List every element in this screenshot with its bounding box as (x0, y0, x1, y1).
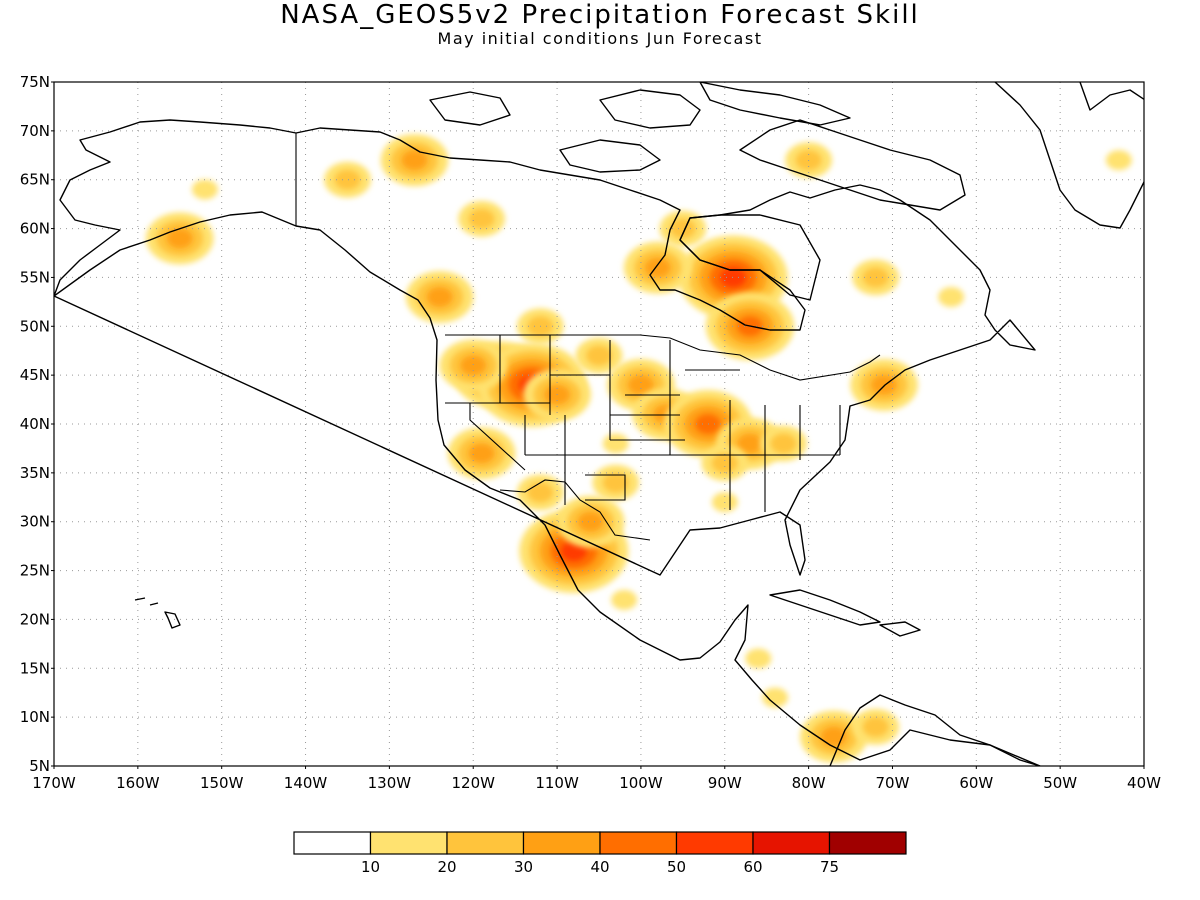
lon-tick-label: 140W (284, 774, 328, 792)
skill-contour (602, 472, 629, 493)
gridlines (54, 82, 1144, 766)
skill-contour (762, 687, 789, 708)
lon-tick-label: 130W (368, 774, 412, 792)
colorbar-swatch (599, 831, 678, 855)
colorbar-label: 40 (590, 858, 609, 876)
skill-contour (736, 433, 763, 454)
lat-tick-label: 50N (20, 317, 50, 335)
lon-tick-label: 70W (876, 774, 910, 792)
lat-tick-label: 60N (20, 220, 50, 238)
lat-tick-label: 15N (20, 659, 50, 677)
colorbar-label: 60 (743, 858, 762, 876)
us-canada-border (445, 334, 881, 381)
lat-tick-label: 20N (20, 610, 50, 628)
skill-contour (602, 433, 629, 454)
map-title: NASA_GEOS5v2 Precipitation Forecast Skil… (280, 0, 920, 30)
skill-field (145, 134, 1132, 763)
lat-tick-label: 25N (20, 562, 50, 580)
colorbar-label: 20 (437, 858, 456, 876)
lon-tick-label: 60W (959, 774, 993, 792)
colorbar-swatch (752, 831, 831, 855)
map-subtitle: May initial conditions Jun Forecast (437, 29, 763, 48)
lat-tick-label: 55N (20, 268, 50, 286)
skill-contour (334, 169, 361, 190)
latitude-axis: 75N 70N 65N 60N 55N 50N 45N 40N 35N 30N 25N 20N 15N 1… (20, 73, 54, 775)
skill-contour (166, 228, 193, 249)
skill-contour (871, 374, 898, 395)
colorbar-swatch (675, 831, 754, 855)
skill-contour (938, 286, 965, 307)
skill-contour (669, 218, 696, 239)
colorbar-swatch (369, 831, 448, 855)
state-borders (445, 335, 841, 512)
skill-contour (468, 443, 495, 464)
skill-contour (401, 150, 428, 171)
political-borders (295, 133, 881, 541)
skill-contour (611, 589, 638, 610)
lon-tick-label: 40W (1127, 774, 1161, 792)
skill-contour (426, 286, 453, 307)
lat-tick-label: 35N (20, 464, 50, 482)
baffin-island-coastline (739, 119, 966, 211)
colorbar-label: 75 (820, 858, 839, 876)
lat-tick-label: 45N (20, 366, 50, 384)
hawaii-coastline (134, 597, 181, 629)
lat-tick-label: 70N (20, 122, 50, 140)
lon-tick-label: 110W (535, 774, 579, 792)
hispaniola-coastline (879, 621, 921, 637)
plot-area (53, 81, 1145, 767)
skill-contour (468, 208, 495, 229)
colorbar: 10 20 30 40 50 60 75 (293, 831, 907, 876)
colorbar-label: 10 (361, 858, 380, 876)
cuba-coastline (769, 589, 881, 626)
lat-tick-label: 75N (20, 73, 50, 91)
plot-background (54, 82, 1144, 766)
south-america-coastline (829, 694, 1041, 766)
colorbar-swatch (293, 831, 372, 855)
lon-tick-label: 170W (32, 774, 76, 792)
lat-tick-label: 65N (20, 171, 50, 189)
skill-contour (191, 179, 218, 200)
colorbar-swatch (446, 831, 525, 855)
greenland-coastline (994, 82, 1144, 229)
skill-contour (644, 257, 671, 278)
skill-contour (627, 374, 654, 395)
lat-tick-label: 30N (20, 513, 50, 531)
skill-contour (745, 648, 772, 669)
lon-tick-label: 50W (1043, 774, 1077, 792)
skill-contour (862, 267, 889, 288)
colorbar-swatch (522, 831, 601, 855)
colorbar-label: 30 (514, 858, 533, 876)
lat-tick-label: 10N (20, 708, 50, 726)
colorbar-swatch (828, 831, 907, 855)
lon-tick-label: 90W (708, 774, 742, 792)
skill-contour (711, 453, 738, 474)
arctic-islands-coastline (429, 82, 851, 173)
lon-tick-label: 160W (116, 774, 160, 792)
lat-tick-label: 5N (29, 757, 50, 775)
lon-tick-label: 150W (200, 774, 244, 792)
skill-contour (527, 482, 554, 503)
hudson-bay-coastline (679, 214, 821, 301)
north-america-coastline (54, 119, 1041, 766)
skill-contour (770, 433, 797, 454)
longitude-axis: 170W 160W 150W 140W 130W 120W 110W 100W 90W 80W 70… (32, 766, 1161, 792)
skill-contour (1105, 150, 1132, 171)
coastlines (54, 82, 1144, 766)
skill-contour (862, 716, 889, 737)
skill-contour (460, 355, 487, 376)
colorbar-label: 50 (667, 858, 686, 876)
lat-tick-label: 40N (20, 415, 50, 433)
lon-tick-label: 100W (619, 774, 663, 792)
skill-contour (586, 345, 612, 366)
skill-contour (577, 511, 604, 532)
skill-contour (720, 267, 747, 288)
lon-tick-label: 80W (792, 774, 826, 792)
lon-tick-label: 120W (451, 774, 495, 792)
us-mexico-border (499, 479, 651, 541)
